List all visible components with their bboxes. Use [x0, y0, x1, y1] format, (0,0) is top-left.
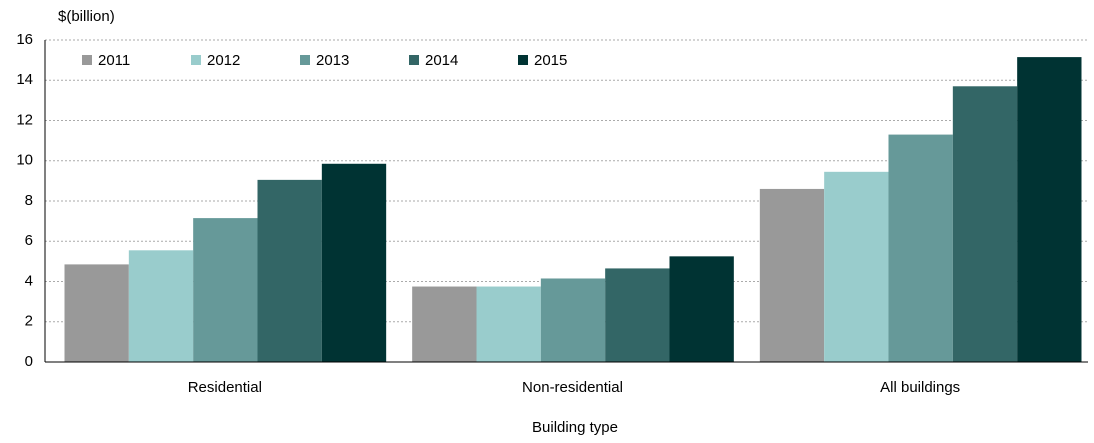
- x-axis-label: Building type: [532, 419, 618, 436]
- bar: [1017, 57, 1082, 362]
- bar: [257, 179, 322, 362]
- bar: [759, 188, 825, 362]
- y-axis-label: $(billion): [58, 8, 115, 25]
- legend-swatch: [191, 55, 201, 65]
- bar: [476, 286, 541, 362]
- bar: [888, 134, 953, 362]
- bar: [412, 286, 477, 362]
- bar: [321, 163, 387, 362]
- y-tick-label: 16: [16, 31, 33, 48]
- legend-label: 2011: [98, 52, 130, 69]
- legend-swatch: [300, 55, 310, 65]
- legend-swatch: [518, 55, 528, 65]
- legend-swatch: [409, 55, 419, 65]
- bar: [540, 278, 606, 362]
- bar: [952, 86, 1018, 362]
- bar: [605, 268, 670, 362]
- y-tick-label: 2: [25, 313, 33, 330]
- bar: [193, 218, 258, 362]
- bar: [64, 264, 129, 362]
- legend-label: 2015: [534, 52, 567, 69]
- y-tick-label: 14: [16, 71, 33, 88]
- y-tick-label: 6: [25, 232, 33, 249]
- legend-swatch: [82, 55, 92, 65]
- x-tick-label: Residential: [188, 379, 262, 396]
- y-tick-label: 0: [25, 353, 33, 370]
- bar: [128, 250, 194, 362]
- legend-label: 2013: [316, 52, 349, 69]
- legend-label: 2012: [207, 52, 240, 69]
- x-tick-label: Non-residential: [522, 379, 623, 396]
- y-tick-label: 8: [25, 192, 33, 209]
- x-tick-label: All buildings: [880, 379, 960, 396]
- bar: [824, 171, 889, 362]
- legend-label: 2014: [425, 52, 458, 69]
- bar: [669, 256, 734, 362]
- y-tick-label: 12: [16, 111, 33, 128]
- y-tick-label: 10: [16, 152, 33, 169]
- y-tick-label: 4: [25, 272, 33, 289]
